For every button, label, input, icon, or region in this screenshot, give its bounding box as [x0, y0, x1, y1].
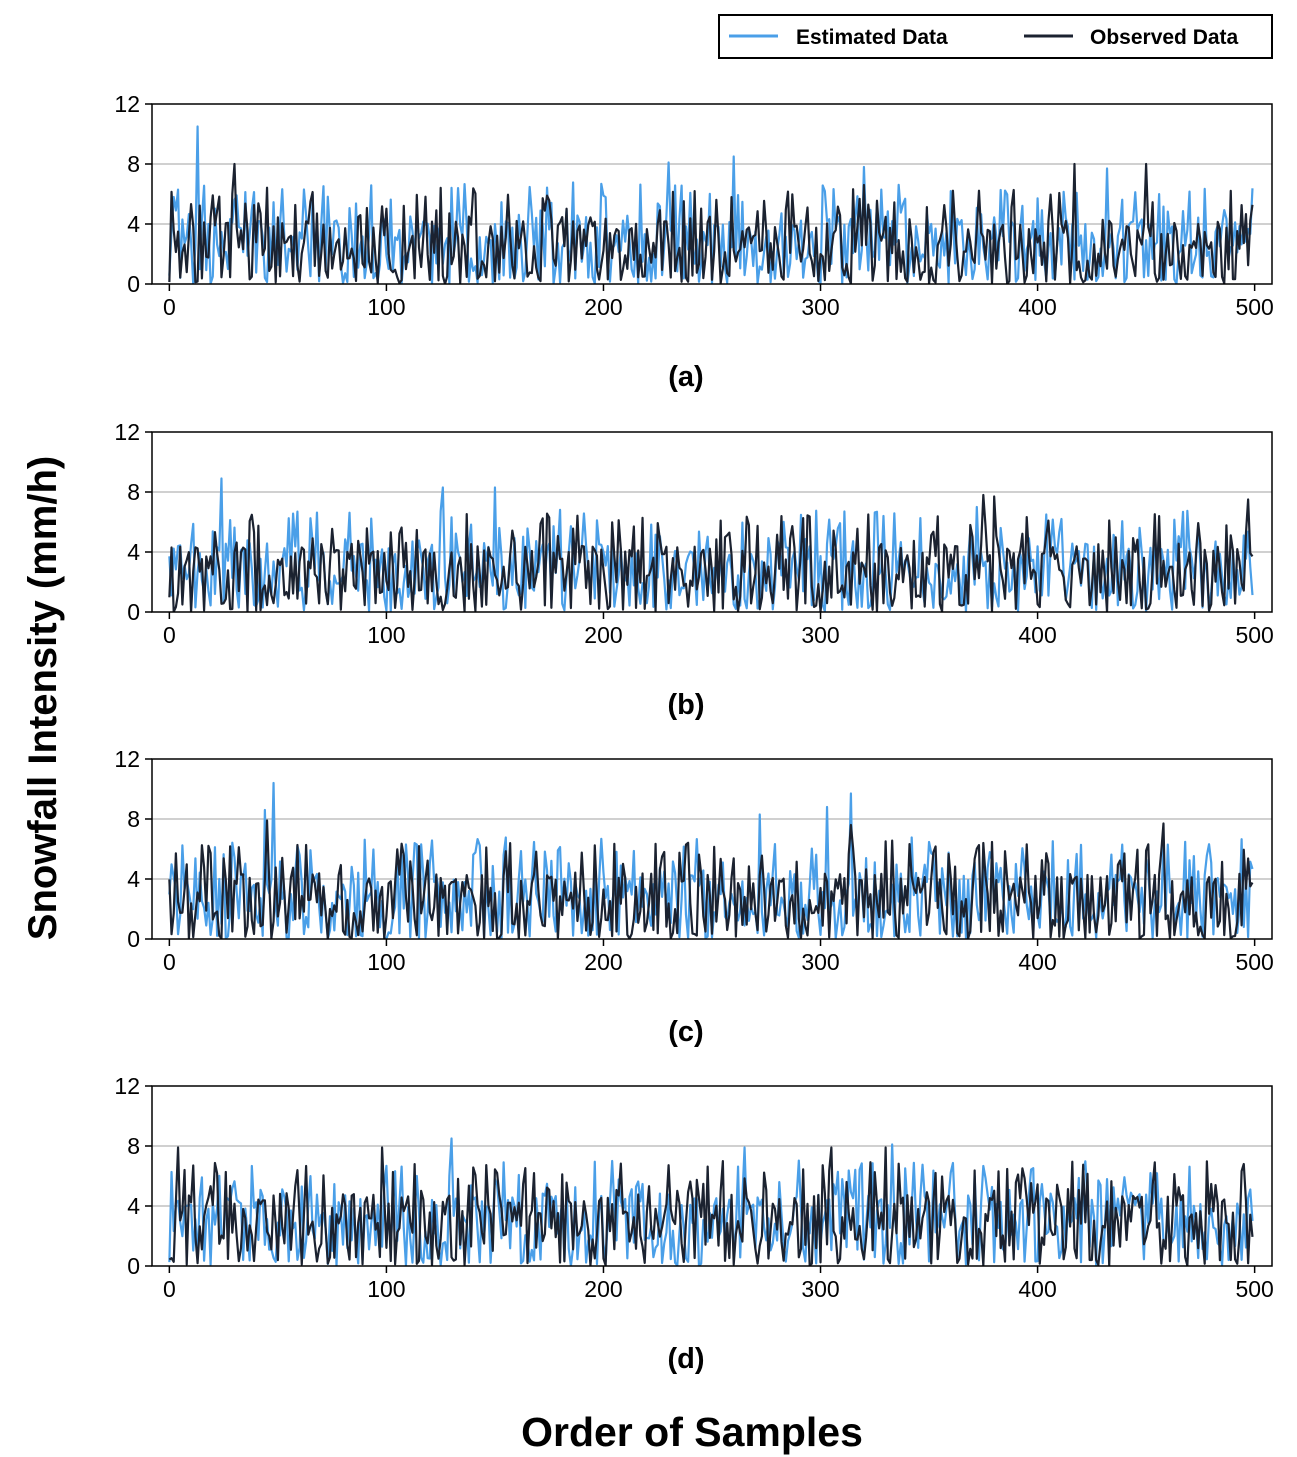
x-tick-label: 200	[584, 1276, 622, 1302]
x-tick-label: 400	[1018, 1276, 1056, 1302]
x-tick-label: 200	[584, 294, 622, 320]
y-tick-label: 12	[114, 746, 140, 772]
panel-label: (b)	[667, 689, 704, 721]
y-tick-label: 12	[114, 419, 140, 445]
y-tick-label: 12	[114, 1073, 140, 1099]
x-tick-label: 100	[367, 1276, 405, 1302]
axes-frame	[151, 758, 1273, 940]
y-tick-label: 4	[127, 539, 140, 565]
x-tick-label: 300	[801, 949, 839, 975]
y-tick-label: 4	[127, 866, 140, 892]
y-tick-label: 12	[114, 91, 140, 117]
panel-label: (c)	[668, 1016, 703, 1048]
y-tick-label: 8	[127, 151, 140, 177]
panel-a: 0 4 8 12 0 100 200 300 400 500 (a)	[114, 91, 1273, 393]
x-tick-label: 400	[1018, 949, 1056, 975]
y-tick-label: 0	[127, 599, 140, 625]
x-tick-label: 500	[1235, 294, 1273, 320]
y-tick-label: 4	[127, 211, 140, 237]
x-tick-label: 200	[584, 949, 622, 975]
axes-frame	[151, 431, 1273, 613]
x-tick-label: 300	[801, 622, 839, 648]
x-tick-label: 0	[163, 949, 176, 975]
x-tick-label: 100	[367, 294, 405, 320]
panel-d: 0 4 8 12 0 100 200 300 400 500 (d)	[114, 1073, 1273, 1375]
x-tick-label: 500	[1235, 622, 1273, 648]
panel-b: 0 4 8 12 0 100 200 300 400 500 (b)	[114, 419, 1273, 721]
legend-estimated-label: Estimated Data	[796, 26, 948, 49]
y-axis-title: Snowfall Intensity (mm/h)	[21, 456, 65, 940]
x-tick-label: 500	[1235, 1276, 1273, 1302]
axes-frame	[151, 103, 1273, 285]
y-tick-label: 8	[127, 806, 140, 832]
x-tick-label: 0	[163, 622, 176, 648]
observed-series-line	[168, 819, 1254, 939]
panel-label: (a)	[668, 361, 703, 393]
x-tick-label: 100	[367, 622, 405, 648]
legend-observed-label: Observed Data	[1090, 26, 1239, 49]
x-tick-label: 0	[163, 294, 176, 320]
x-tick-label: 0	[163, 1276, 176, 1302]
y-tick-label: 0	[127, 271, 140, 297]
axes-frame	[151, 1085, 1273, 1267]
y-tick-label: 0	[127, 1253, 140, 1279]
legend: Estimated Data Observed Data	[718, 14, 1273, 59]
y-tick-label: 4	[127, 1193, 140, 1219]
x-tick-label: 300	[801, 1276, 839, 1302]
x-tick-label: 100	[367, 949, 405, 975]
y-tick-label: 8	[127, 479, 140, 505]
y-tick-label: 8	[127, 1133, 140, 1159]
estimated-series-line	[168, 477, 1254, 612]
observed-series-line	[168, 162, 1254, 284]
observed-series-line	[168, 1146, 1254, 1266]
legend-box	[718, 14, 1273, 59]
x-tick-label: 300	[801, 294, 839, 320]
x-tick-label: 500	[1235, 949, 1273, 975]
panel-c: 0 4 8 12 0 100 200 300 400 500 (c)	[114, 746, 1273, 1048]
y-tick-label: 0	[127, 926, 140, 952]
x-tick-label: 400	[1018, 622, 1056, 648]
x-tick-label: 200	[584, 622, 622, 648]
x-tick-label: 400	[1018, 294, 1056, 320]
x-axis-title: Order of Samples	[521, 1409, 863, 1455]
panel-label: (d)	[667, 1343, 704, 1375]
observed-series-line	[168, 493, 1254, 612]
